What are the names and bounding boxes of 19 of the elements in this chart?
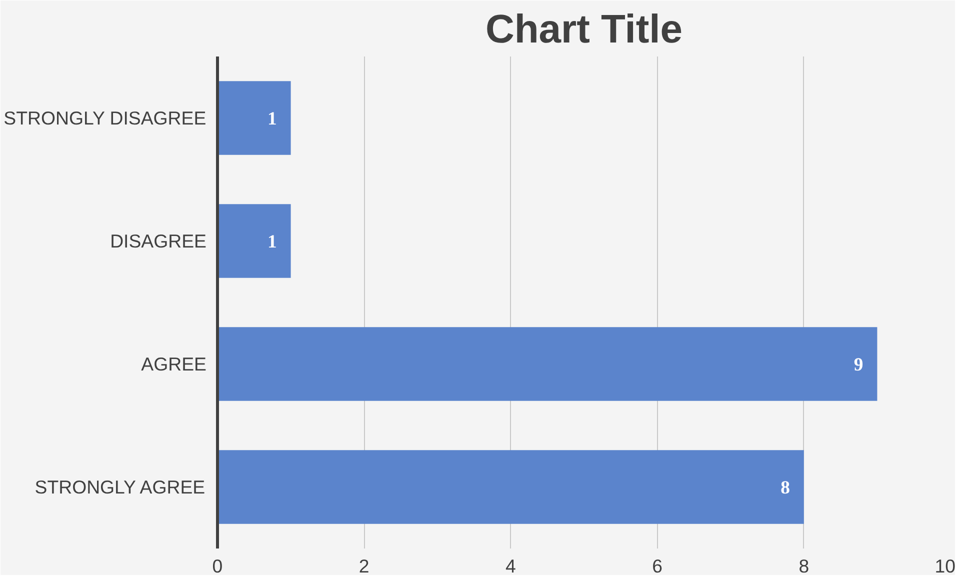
data-label: 1 [267,108,277,130]
x-tick-label: 6 [652,556,663,576]
x-tick-label: 2 [358,556,370,576]
y-tick-label: AGREE [141,354,207,374]
x-tick-label: 0 [212,556,223,576]
bar [218,327,878,401]
data-label: 9 [854,354,864,376]
bar [218,204,291,278]
bar [218,450,804,524]
data-label: 8 [780,478,790,498]
x-tick-label: 8 [798,556,810,576]
x-tick-label: 10 [934,556,956,576]
y-tick-label: STRONGLY DISAGREE [4,108,206,128]
bar [218,81,291,155]
chart-title: Chart Title [485,8,683,52]
x-tick-label: 4 [506,556,516,576]
y-tick-label: STRONGLY AGREE [34,476,206,498]
y-tick-label: DISAGREE [110,230,207,252]
data-label: 1 [267,232,277,252]
